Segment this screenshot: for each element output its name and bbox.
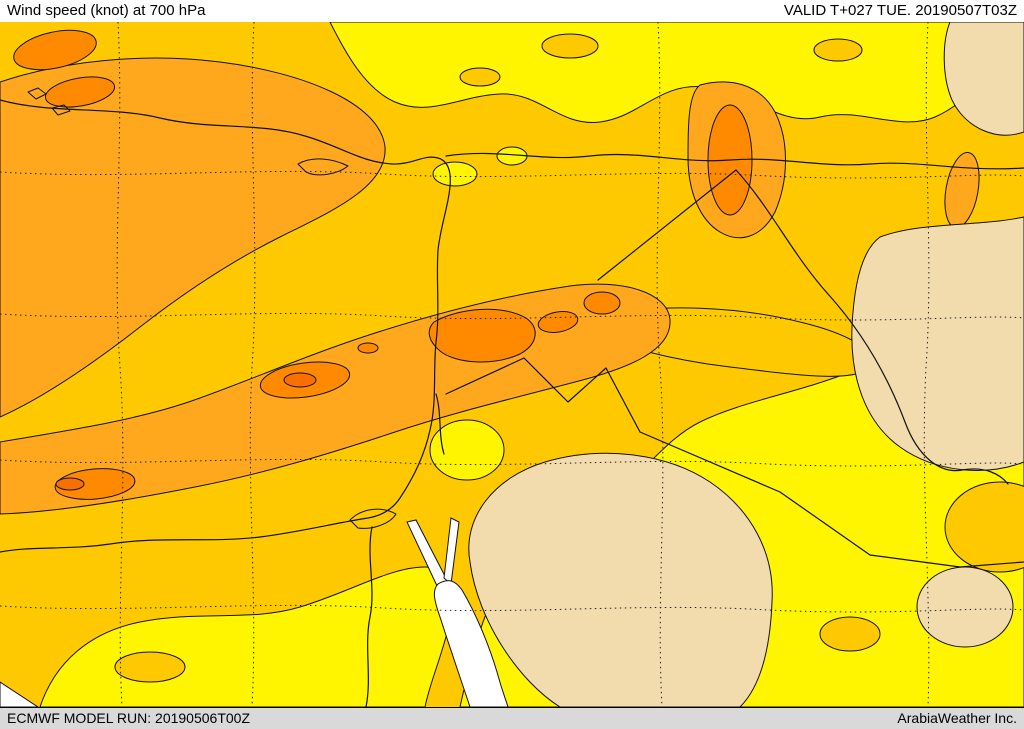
graticule-vertical-1	[116, 22, 124, 707]
gold-patch-top-1	[541, 33, 599, 59]
deep-core-east-2	[583, 291, 621, 315]
sea-shapes	[0, 517, 509, 707]
map-area	[0, 22, 1024, 707]
darkest-core-levant	[283, 372, 317, 388]
deep-core-small	[357, 342, 379, 354]
gold-patch-bottom-2	[114, 651, 186, 683]
map-corner-blank	[0, 681, 39, 707]
deep-core-top-left-2	[44, 76, 116, 108]
gold-patch-bottom-1	[819, 616, 881, 652]
valid-time-label: VALID T+027 TUE. 20190507T03Z	[783, 2, 1017, 19]
aegean-island-1	[27, 87, 47, 100]
wind-speed-map	[0, 22, 1024, 707]
border-iraq-iran	[735, 169, 1009, 485]
orange-northwest-region	[0, 57, 386, 418]
wind-band-beige-regions	[468, 22, 1024, 707]
deep-core-west	[54, 468, 136, 500]
mediterranean-coastline	[0, 99, 451, 553]
deep-core-east-1	[537, 311, 579, 333]
border-saudi-iraq	[639, 431, 1024, 568]
map-footer: ECMWF MODEL RUN: 20190506T00Z ArabiaWeat…	[0, 707, 1024, 729]
aegean-island-2	[51, 104, 71, 116]
red-sea	[433, 580, 509, 707]
coastlines-and-borders	[0, 87, 1024, 707]
gold-patch-top-3	[459, 67, 501, 87]
beige-bottom-right	[916, 566, 1014, 648]
darkest-core-west	[55, 477, 85, 491]
cyprus-island-outline	[297, 158, 349, 176]
gold-patch-se-corner	[944, 481, 1024, 573]
model-run-label: ECMWF MODEL RUN: 20190506T00Z	[7, 710, 250, 726]
border-jordan-saudi-zigzag	[445, 357, 641, 433]
border-turkey-syria	[445, 152, 1024, 170]
yellow-patch-center	[429, 419, 505, 481]
beige-top-right-corner	[943, 22, 1024, 136]
gold-patch-top-2	[813, 38, 863, 62]
graticule-vertical-3	[656, 22, 664, 707]
nile-delta-outline	[349, 508, 397, 529]
border-syria-iraq	[597, 169, 737, 281]
graticule-dotted-lines	[0, 22, 1024, 707]
yellow-patch-syria-1	[432, 161, 478, 187]
graticule-vertical-2	[249, 22, 256, 707]
deep-core-jordan	[428, 308, 536, 363]
map-header: Wind speed (knot) at 700 hPa VALID T+027…	[0, 0, 1024, 22]
border-israel-jordan	[435, 393, 445, 455]
map-title: Wind speed (knot) at 700 hPa	[7, 2, 206, 19]
attribution-label: ArabiaWeather Inc.	[897, 710, 1017, 726]
beige-right-band	[851, 216, 1024, 471]
graticule-vertical-4	[923, 22, 930, 707]
nile-river	[365, 526, 373, 707]
deep-core-top-left-1	[13, 29, 97, 71]
beige-bottom-center	[468, 452, 773, 707]
